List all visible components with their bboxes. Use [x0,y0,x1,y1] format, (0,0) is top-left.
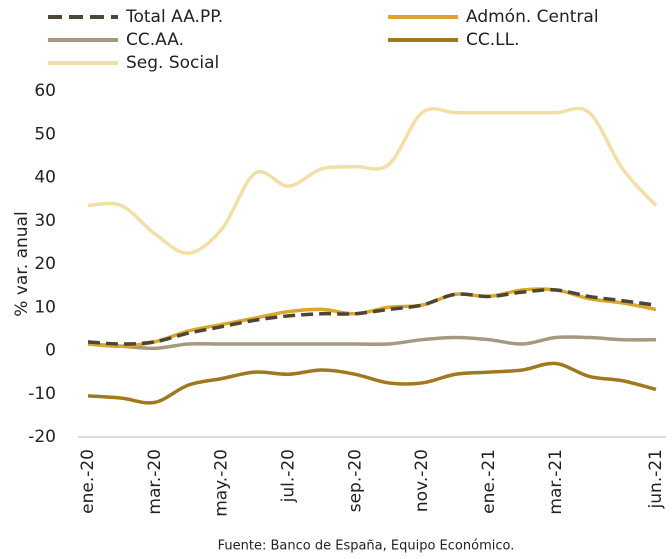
x-tick-label: mar.-20 [145,449,165,515]
y-tick-label: 40 [34,168,56,188]
series-line [87,106,658,255]
y-tick-label: 10 [34,297,56,317]
y-tick-label: 60 [34,81,56,101]
legend-label: CC.LL. [466,30,520,50]
source-note: Fuente: Banco de España, Equipo Económic… [218,539,515,554]
x-tick-label: sep.-20 [345,449,365,512]
x-tick-label: jun.-21 [646,449,666,509]
legend-label: Admón. Central [466,7,599,27]
legend-label: Seg. Social [126,53,219,73]
x-tick-label: nov.-20 [412,449,432,512]
y-tick-label: 30 [34,211,56,231]
y-axis-label: % var. anual [12,211,32,316]
y-tick-label: 0 [45,341,56,361]
x-tick-label: mar.-21 [546,449,566,515]
y-tick-label: 50 [34,124,56,144]
legend-label: CC.AA. [126,30,184,50]
series-line [87,288,657,346]
y-tick-label: 20 [34,254,56,274]
y-tick-label: -10 [28,384,56,404]
series-line [87,335,657,351]
x-tick-label: ene.-20 [78,449,98,514]
x-tick-label: jul.-20 [278,449,298,503]
legend-label: Total AA.PP. [125,7,223,27]
x-tick-label: may.-20 [212,449,232,517]
y-tick-label: -20 [28,427,56,447]
series-line [87,361,657,405]
x-tick-label: ene.-21 [479,449,499,514]
